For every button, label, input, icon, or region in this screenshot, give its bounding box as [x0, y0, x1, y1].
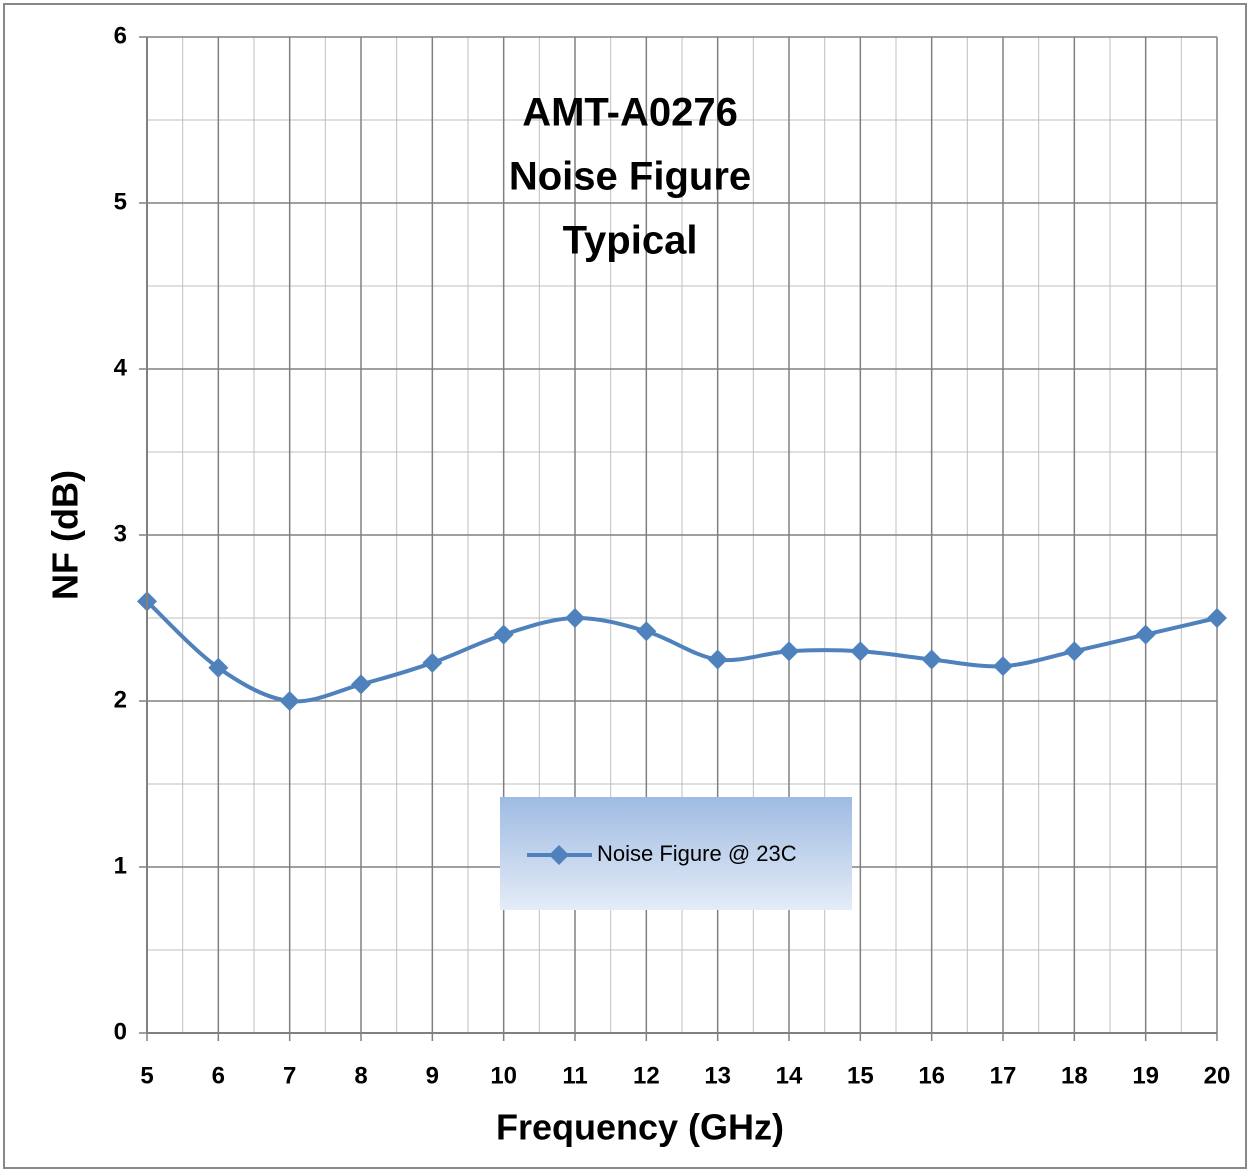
- y-axis-label: NF (dB): [45, 470, 86, 600]
- x-tick-label: 8: [354, 1062, 367, 1089]
- marker: [493, 624, 514, 645]
- y-tick-label: 3: [114, 520, 127, 547]
- chart-title: Typical: [563, 219, 698, 263]
- x-axis-label: Frequency (GHz): [496, 1107, 784, 1148]
- y-tick-label: 5: [114, 188, 127, 215]
- x-tick-label: 10: [490, 1062, 517, 1089]
- y-tick-label: 2: [114, 686, 127, 713]
- x-tick-label: 19: [1132, 1062, 1159, 1089]
- marker: [1064, 641, 1085, 662]
- x-tick-label: 13: [704, 1062, 731, 1089]
- chart-title: AMT-A0276: [522, 91, 738, 135]
- x-tick-label: 16: [918, 1062, 945, 1089]
- marker: [636, 621, 657, 642]
- y-tick-label: 1: [114, 852, 127, 879]
- marker: [208, 657, 229, 678]
- marker: [779, 641, 799, 662]
- line: [145, 599, 1218, 704]
- x-tick-label: 5: [140, 1062, 153, 1089]
- x-tick-label: 9: [426, 1062, 439, 1089]
- marker: [565, 608, 585, 628]
- x-tick-label: 15: [847, 1062, 874, 1089]
- marker: [1135, 624, 1156, 645]
- x-tick-label: 12: [633, 1062, 660, 1089]
- legend-marker: [549, 845, 569, 865]
- plot-area: [137, 591, 1227, 711]
- x-tick-label: 6: [212, 1062, 225, 1089]
- chart-border: [3, 3, 1247, 1169]
- x-tick-label: 14: [776, 1062, 803, 1089]
- marker: [279, 691, 300, 711]
- legend-label: Noise Figure @ 23C: [597, 841, 797, 866]
- x-tick-label: 11: [562, 1062, 587, 1089]
- x-tick-label: 17: [990, 1062, 1017, 1089]
- marker: [422, 652, 443, 673]
- y-tick-label: 4: [114, 354, 128, 381]
- x-tick-label: 20: [1204, 1062, 1231, 1089]
- y-tick-label: 6: [114, 22, 127, 49]
- y-tick-label: 0: [114, 1018, 127, 1045]
- marker: [351, 674, 371, 695]
- marker: [1207, 608, 1227, 628]
- marker: [850, 641, 871, 662]
- marker: [707, 649, 728, 670]
- marker: [993, 656, 1013, 677]
- marker: [921, 649, 942, 670]
- x-tick-label: 18: [1061, 1062, 1088, 1089]
- x-tick-label: 7: [283, 1062, 296, 1089]
- chart-title: Noise Figure: [509, 155, 751, 199]
